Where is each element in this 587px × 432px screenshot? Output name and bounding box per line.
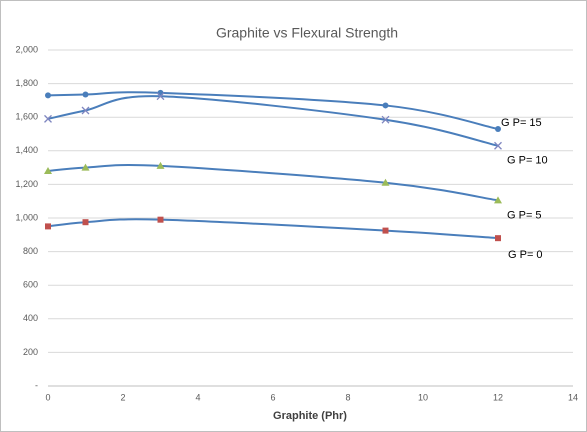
marker — [382, 227, 389, 234]
x-tick-label: 6 — [270, 392, 275, 402]
marker — [82, 91, 89, 98]
marker — [157, 216, 164, 223]
marker — [156, 92, 165, 101]
x-axis-title: Graphite (Phr) — [273, 410, 347, 422]
marker — [81, 106, 90, 115]
x-tick-label: 2 — [120, 392, 125, 402]
y-tick-label: 1,200 — [15, 179, 38, 189]
marker — [495, 125, 501, 132]
series-label: G P= 5 — [507, 209, 542, 221]
marker — [82, 219, 89, 226]
y-tick-label: 800 — [23, 246, 38, 256]
marker — [494, 196, 502, 204]
y-tick-label: 600 — [23, 280, 38, 290]
y-tick-label: 200 — [23, 347, 38, 357]
x-tick-label: 10 — [418, 392, 428, 402]
marker — [381, 115, 390, 124]
marker — [381, 178, 390, 186]
y-tick-label: 1,800 — [15, 78, 38, 88]
series-label: G P= 15 — [501, 117, 542, 129]
y-tick-label: 400 — [23, 313, 38, 323]
x-tick-label: 0 — [45, 392, 50, 402]
marker — [44, 166, 52, 174]
marker — [81, 163, 90, 171]
marker — [45, 223, 51, 230]
marker — [495, 235, 501, 242]
chart-title: Graphite vs Flexural Strength — [216, 25, 398, 41]
y-tick-label: 1,000 — [15, 212, 38, 222]
y-tick-label: 1,600 — [15, 112, 38, 122]
y-tick-label: 1,400 — [15, 145, 38, 155]
marker — [44, 114, 52, 123]
series-line — [47, 95, 499, 147]
series-label: G P= 10 — [507, 155, 548, 167]
marker — [156, 161, 165, 169]
y-tick-label: - — [35, 380, 38, 390]
x-tick-label: 12 — [493, 392, 503, 402]
x-tick-label: 8 — [345, 392, 350, 402]
x-tick-label: 14 — [568, 392, 578, 402]
series-label: G P= 0 — [508, 249, 543, 261]
x-tick-label: 4 — [195, 392, 200, 402]
y-tick-label: 2,000 — [15, 44, 38, 54]
marker — [382, 102, 389, 109]
marker — [45, 92, 51, 99]
marker — [494, 141, 502, 150]
